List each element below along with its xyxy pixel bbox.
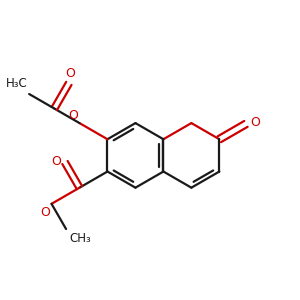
Text: O: O xyxy=(65,67,75,80)
Text: O: O xyxy=(68,109,78,122)
Text: O: O xyxy=(51,155,61,168)
Text: O: O xyxy=(40,206,50,219)
Text: H₃C: H₃C xyxy=(6,77,28,90)
Text: O: O xyxy=(250,116,260,129)
Text: CH₃: CH₃ xyxy=(69,232,91,245)
